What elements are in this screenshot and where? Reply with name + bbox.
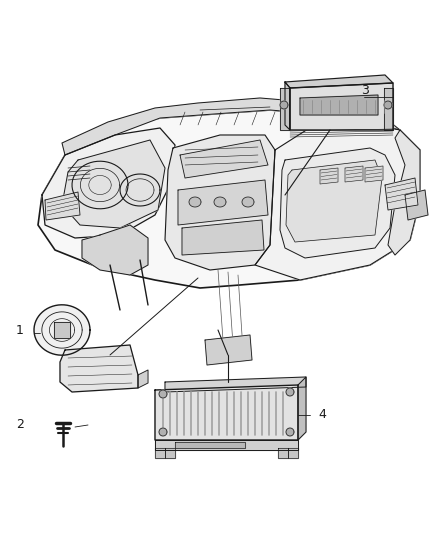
Polygon shape <box>278 448 288 458</box>
Polygon shape <box>365 166 383 182</box>
Polygon shape <box>182 220 264 255</box>
Polygon shape <box>290 83 393 130</box>
Polygon shape <box>155 440 298 450</box>
Polygon shape <box>288 448 298 458</box>
Polygon shape <box>82 225 148 275</box>
Polygon shape <box>320 168 338 184</box>
Polygon shape <box>205 335 252 365</box>
Polygon shape <box>159 428 167 436</box>
Polygon shape <box>165 448 175 458</box>
Polygon shape <box>155 385 298 440</box>
Polygon shape <box>286 160 382 242</box>
Polygon shape <box>214 197 226 207</box>
Polygon shape <box>300 95 378 115</box>
Polygon shape <box>286 388 294 396</box>
Polygon shape <box>180 140 268 178</box>
Polygon shape <box>298 377 306 440</box>
Polygon shape <box>60 345 138 392</box>
Polygon shape <box>384 88 393 130</box>
Polygon shape <box>385 178 418 210</box>
Polygon shape <box>62 140 165 228</box>
Polygon shape <box>345 166 363 182</box>
Polygon shape <box>286 428 294 436</box>
Polygon shape <box>159 390 167 398</box>
Polygon shape <box>285 75 393 88</box>
Polygon shape <box>285 82 290 130</box>
Polygon shape <box>280 88 289 130</box>
Polygon shape <box>242 197 254 207</box>
Text: 1: 1 <box>16 324 24 336</box>
Polygon shape <box>45 192 80 220</box>
Polygon shape <box>62 98 400 155</box>
Polygon shape <box>388 130 420 255</box>
Polygon shape <box>165 377 306 392</box>
Polygon shape <box>178 180 268 225</box>
Polygon shape <box>189 197 201 207</box>
Polygon shape <box>34 305 90 355</box>
Text: 3: 3 <box>361 84 369 96</box>
Text: 4: 4 <box>318 408 326 422</box>
Polygon shape <box>255 115 420 280</box>
Polygon shape <box>280 148 395 258</box>
Polygon shape <box>42 128 175 238</box>
Polygon shape <box>38 110 420 288</box>
Polygon shape <box>384 101 392 109</box>
Polygon shape <box>280 101 288 109</box>
Polygon shape <box>405 190 428 220</box>
Polygon shape <box>138 370 148 388</box>
Polygon shape <box>54 322 70 338</box>
Text: 2: 2 <box>16 418 24 432</box>
Polygon shape <box>175 442 245 448</box>
Polygon shape <box>165 135 275 270</box>
Polygon shape <box>155 448 165 458</box>
